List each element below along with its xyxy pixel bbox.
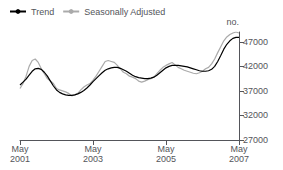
svg-text:2003: 2003 xyxy=(83,154,103,164)
svg-text:May: May xyxy=(230,144,248,154)
svg-text:2001: 2001 xyxy=(10,154,30,164)
svg-text:37000: 37000 xyxy=(243,86,268,96)
svg-text:42000: 42000 xyxy=(243,61,268,71)
svg-text:2007: 2007 xyxy=(229,154,249,164)
svg-text:Trend: Trend xyxy=(31,7,54,17)
svg-text:47000: 47000 xyxy=(243,37,268,47)
svg-text:May: May xyxy=(84,144,102,154)
svg-text:Seasonally Adjusted: Seasonally Adjusted xyxy=(84,7,165,17)
svg-text:2005: 2005 xyxy=(156,154,176,164)
svg-text:27000: 27000 xyxy=(243,135,268,145)
svg-text:May: May xyxy=(11,144,29,154)
svg-text:no.: no. xyxy=(226,17,239,27)
svg-text:32000: 32000 xyxy=(243,110,268,120)
svg-text:May: May xyxy=(157,144,175,154)
